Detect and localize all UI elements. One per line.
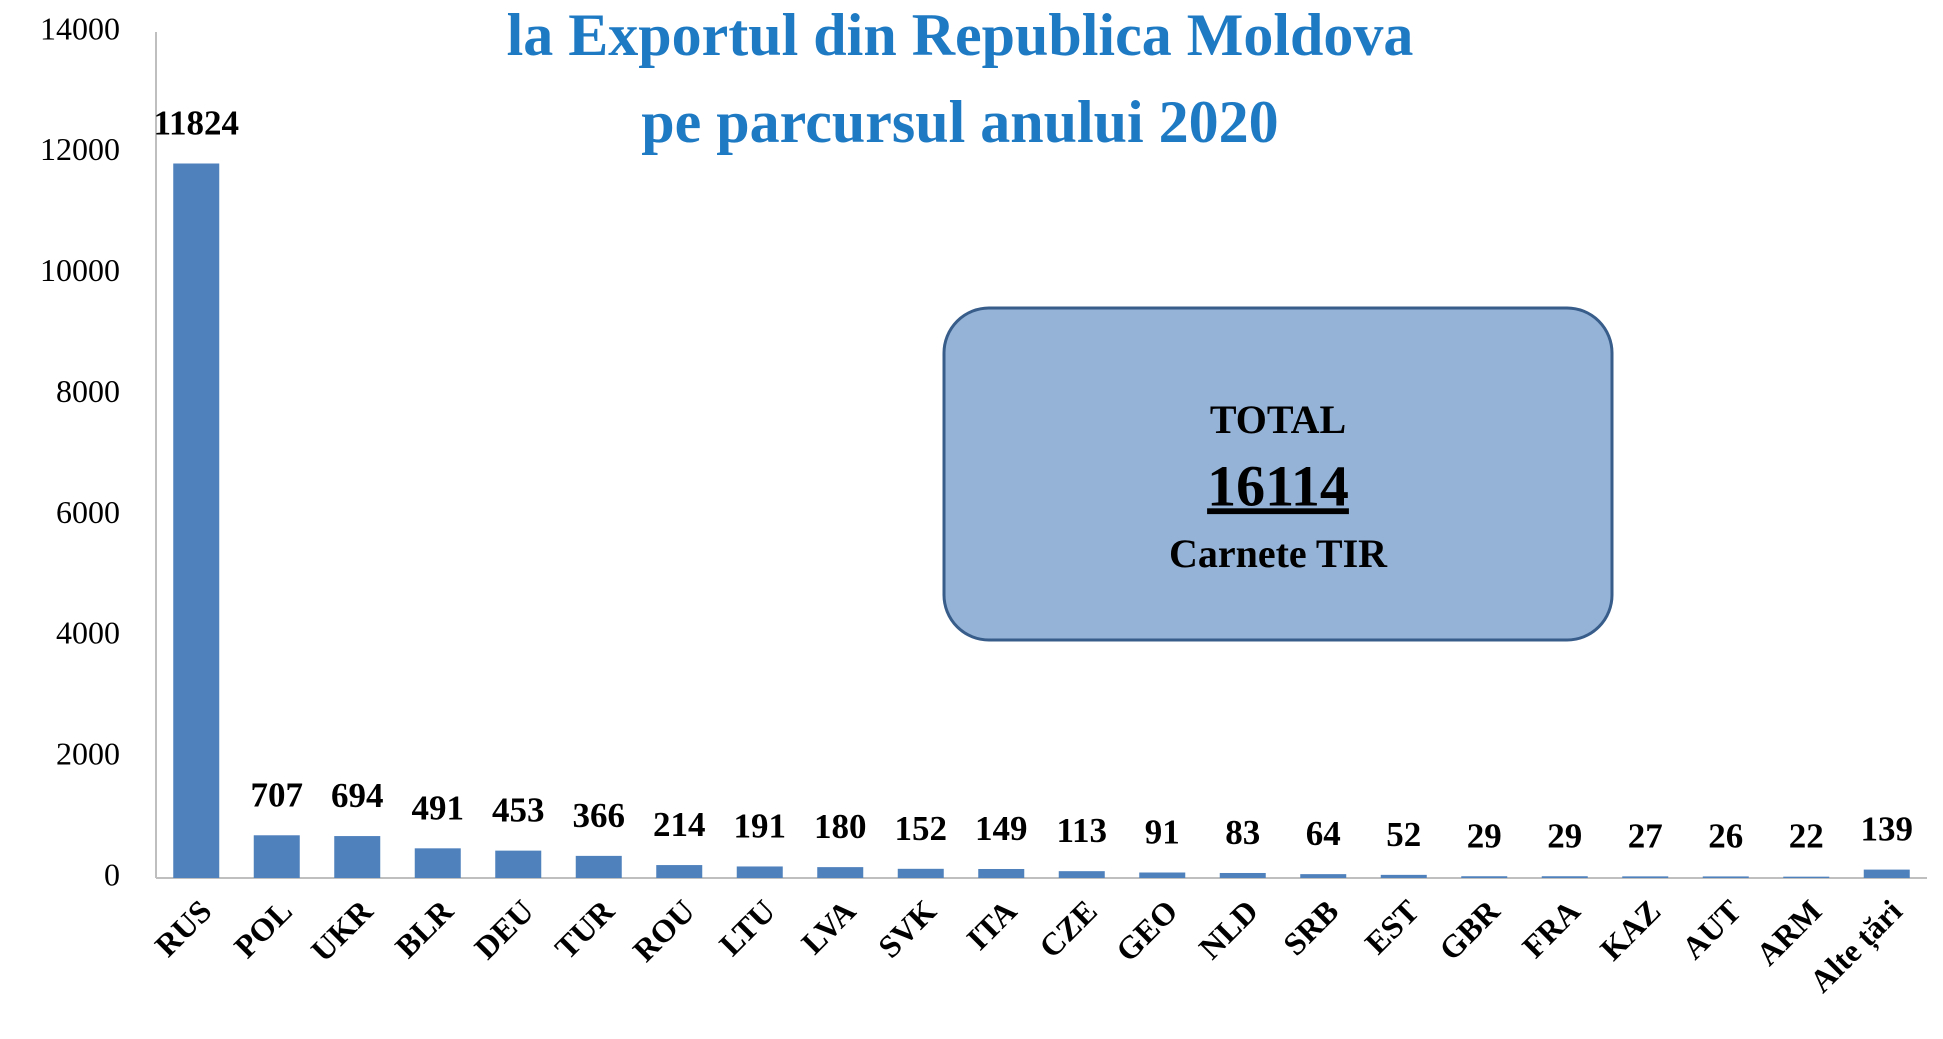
x-tick-label: GEO: [1109, 893, 1185, 969]
bar: [1139, 872, 1186, 878]
annotation-box: [942, 306, 1614, 642]
annotation-total: 16114: [1207, 453, 1349, 518]
annotation-heading: TOTAL: [1210, 397, 1346, 442]
x-tick-label: LVA: [794, 893, 862, 961]
bar: [1783, 876, 1830, 878]
data-label: 180: [814, 807, 867, 846]
data-label: 139: [1861, 810, 1914, 849]
data-label: 366: [573, 796, 626, 835]
y-tick-label: 6000: [56, 494, 120, 530]
x-tick-label: CZE: [1032, 893, 1104, 965]
bar: [1219, 872, 1266, 878]
data-label: 83: [1225, 813, 1260, 852]
data-label: 694: [331, 776, 384, 815]
x-tick-label: ITA: [959, 893, 1023, 957]
data-label: 149: [975, 809, 1028, 848]
y-tick-label: 2000: [56, 735, 120, 771]
x-tick-label: SRB: [1276, 893, 1345, 962]
x-tick-label: FRA: [1515, 893, 1587, 965]
data-label: 113: [1056, 811, 1107, 850]
bar: [414, 848, 461, 878]
bar: [1300, 874, 1347, 878]
y-tick-label: 4000: [56, 615, 120, 651]
x-tick-label: LTU: [712, 893, 782, 963]
bar: [1461, 876, 1508, 878]
data-label: 707: [251, 775, 304, 814]
bar: [736, 866, 783, 878]
bar: [1863, 869, 1910, 878]
x-tick-label: RUS: [148, 893, 219, 964]
data-label: 491: [412, 788, 465, 827]
bar: [1380, 874, 1427, 878]
y-tick-label: 0: [104, 856, 120, 892]
bar: [334, 836, 381, 878]
x-tick-label: AUT: [1675, 893, 1748, 966]
x-tick-label: ROU: [626, 893, 702, 969]
bar: [1622, 876, 1669, 878]
x-tick-label: NLD: [1192, 893, 1265, 966]
y-tick-label: 12000: [40, 131, 120, 167]
x-tick-label: SVK: [871, 893, 943, 965]
y-tick-label: 10000: [40, 252, 120, 288]
bar: [575, 855, 622, 878]
data-label: 152: [895, 809, 948, 848]
x-tick-label: BLR: [388, 892, 461, 965]
bar: [817, 867, 864, 878]
data-label: 214: [653, 805, 706, 844]
x-tick-label: UKR: [304, 892, 380, 968]
bar: [897, 868, 944, 878]
bar: [1058, 871, 1105, 878]
annotation-caption: Carnete TIR: [1169, 531, 1388, 576]
bar: [1702, 876, 1749, 878]
bar: [1541, 876, 1588, 878]
x-tick-label: GBR: [1432, 892, 1507, 967]
data-label: 27: [1628, 816, 1663, 855]
bar: [978, 868, 1025, 878]
bar: [656, 865, 703, 878]
y-tick-label: 8000: [56, 373, 120, 409]
data-label: 64: [1306, 814, 1341, 853]
chart-title: pe parcursul anului 2020: [641, 89, 1278, 155]
data-label: 453: [492, 791, 545, 830]
x-tick-label: POL: [227, 893, 299, 965]
data-label: 52: [1386, 815, 1421, 854]
data-label: 29: [1467, 816, 1502, 855]
data-label: 91: [1145, 813, 1180, 852]
data-label: 11824: [153, 104, 239, 143]
bar: [495, 850, 542, 878]
x-tick-label: DEU: [467, 893, 540, 966]
bar: [173, 163, 220, 879]
data-label: 29: [1547, 816, 1582, 855]
data-label: 22: [1789, 817, 1824, 856]
x-tick-label: TUR: [548, 892, 622, 966]
data-label: 26: [1708, 816, 1743, 855]
x-tick-label: KAZ: [1593, 893, 1667, 967]
x-tick-label: EST: [1358, 893, 1426, 961]
y-tick-label: 14000: [40, 10, 120, 46]
chart-title: la Exportul din Republica Moldova: [507, 2, 1414, 68]
bar: [253, 835, 300, 878]
data-label: 191: [734, 806, 787, 845]
